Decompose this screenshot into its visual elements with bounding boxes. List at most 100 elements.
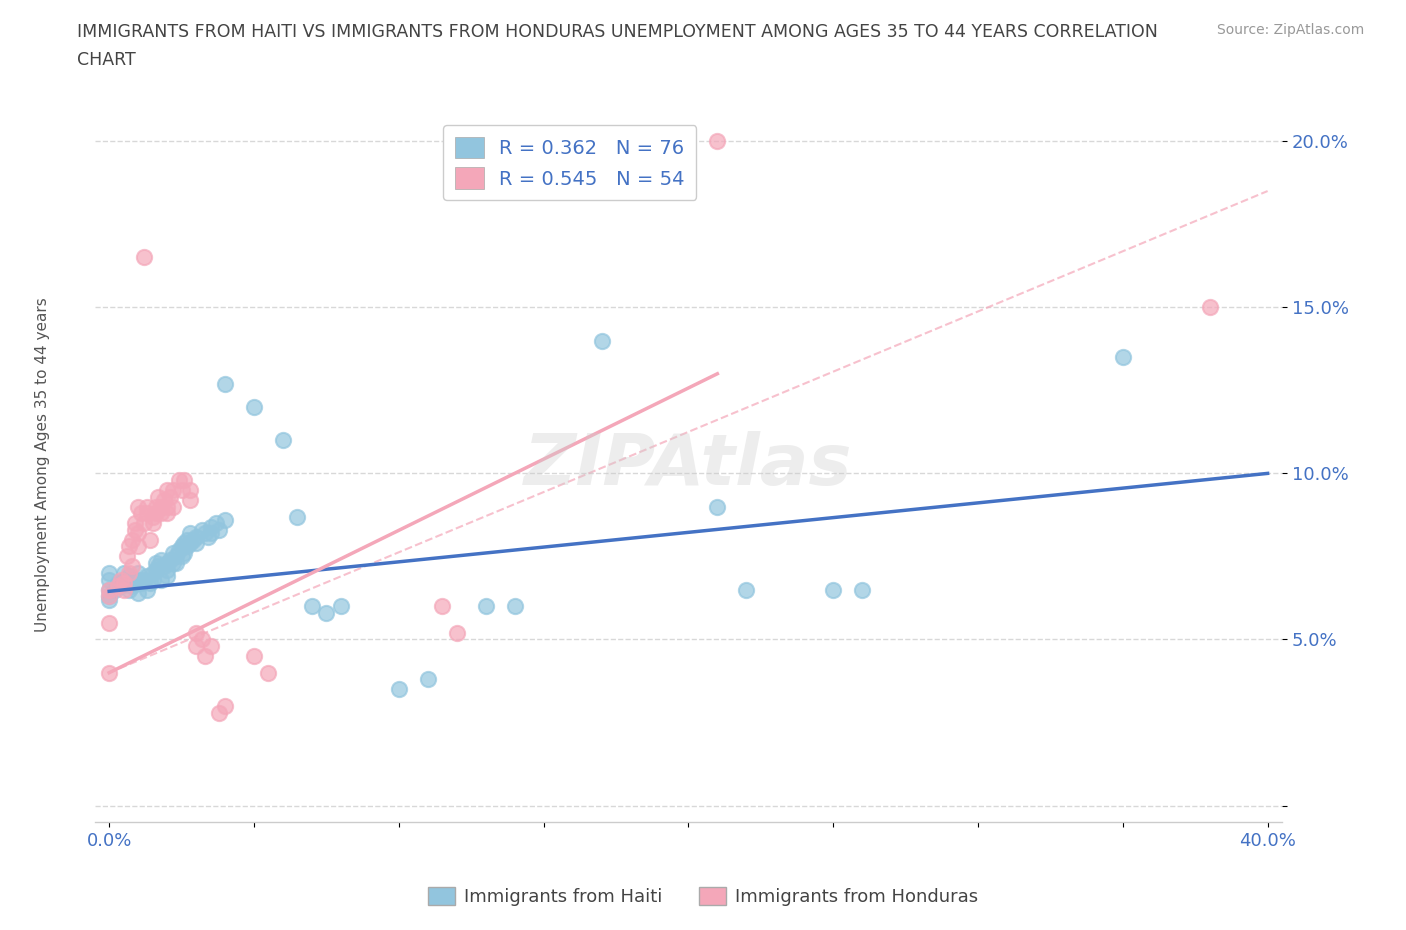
Point (153, 559, 176, 574)
Point (184, 639, 207, 654)
Text: Unemployment Among Ages 35 to 44 years: Unemployment Among Ages 35 to 44 years (35, 298, 49, 632)
Point (110, 572, 132, 587)
Point (110, 578, 132, 593)
Point (165, 555, 187, 570)
Point (706, 134, 728, 149)
Point (301, 599, 323, 614)
Point (179, 525, 201, 540)
Point (432, 599, 454, 614)
Point (173, 546, 195, 561)
Point (145, 563, 167, 578)
Point (135, 569, 157, 584)
Point (150, 552, 173, 567)
Point (243, 400, 266, 415)
Point (181, 532, 204, 547)
Point (115, 576, 138, 591)
Point (145, 555, 167, 570)
Point (170, 549, 193, 564)
Point (287, 509, 309, 524)
Point (150, 572, 173, 587)
Point (98, 589, 121, 604)
Point (162, 546, 184, 561)
Point (214, 377, 236, 392)
Point (129, 576, 152, 591)
Point (148, 489, 170, 504)
Point (112, 572, 135, 587)
Point (170, 539, 193, 554)
Point (138, 532, 160, 547)
Point (257, 665, 280, 680)
Point (162, 499, 184, 514)
Point (98, 565, 121, 580)
Point (156, 483, 179, 498)
Point (148, 559, 170, 574)
Point (194, 648, 217, 663)
Text: Source: ZipAtlas.com: Source: ZipAtlas.com (1216, 23, 1364, 37)
Point (159, 489, 181, 504)
Point (150, 499, 173, 514)
Legend: R = 0.362   N = 76, R = 0.545   N = 54: R = 0.362 N = 76, R = 0.545 N = 54 (443, 125, 696, 200)
Point (142, 516, 165, 531)
Point (121, 532, 143, 547)
Point (124, 516, 146, 531)
Point (98, 582, 121, 597)
Point (159, 552, 181, 567)
Point (179, 493, 201, 508)
Point (1112, 350, 1135, 365)
Point (271, 432, 294, 447)
Point (153, 493, 176, 508)
Point (104, 582, 127, 597)
Point (107, 578, 129, 593)
Point (205, 516, 228, 531)
Point (156, 563, 179, 578)
Point (446, 625, 468, 640)
Point (176, 532, 198, 547)
Point (179, 536, 201, 551)
Point (124, 523, 146, 538)
Point (851, 582, 873, 597)
Point (107, 576, 129, 591)
Legend: Immigrants from Haiti, Immigrants from Honduras: Immigrants from Haiti, Immigrants from H… (420, 880, 986, 913)
Point (197, 529, 219, 544)
Point (208, 523, 231, 538)
Point (176, 539, 198, 554)
Text: IMMIGRANTS FROM HAITI VS IMMIGRANTS FROM HONDURAS UNEMPLOYMENT AMONG AGES 35 TO : IMMIGRANTS FROM HAITI VS IMMIGRANTS FROM… (77, 23, 1159, 41)
Point (127, 499, 149, 514)
Point (98, 582, 121, 597)
Point (474, 599, 496, 614)
Point (184, 529, 207, 544)
Point (121, 578, 143, 593)
Point (142, 572, 165, 587)
Point (132, 516, 155, 531)
Point (112, 565, 135, 580)
Point (173, 536, 195, 551)
Point (184, 536, 207, 551)
Point (162, 483, 184, 498)
Point (184, 625, 207, 640)
Point (329, 599, 352, 614)
Point (150, 506, 173, 521)
Point (416, 671, 439, 686)
Point (142, 565, 165, 580)
Text: CHART: CHART (77, 51, 136, 69)
Point (823, 582, 845, 597)
Point (118, 582, 141, 597)
Point (121, 559, 143, 574)
Point (127, 572, 149, 587)
Point (121, 572, 143, 587)
Point (118, 569, 141, 584)
Point (135, 582, 157, 597)
Point (127, 539, 149, 554)
Point (735, 582, 758, 597)
Point (208, 705, 231, 720)
Point (1198, 299, 1220, 314)
Point (138, 576, 160, 591)
Point (98, 589, 121, 604)
Point (165, 549, 187, 564)
Point (156, 499, 179, 514)
Point (191, 523, 214, 538)
Point (173, 472, 195, 487)
Point (591, 333, 613, 348)
Point (118, 565, 141, 580)
Point (156, 555, 179, 570)
